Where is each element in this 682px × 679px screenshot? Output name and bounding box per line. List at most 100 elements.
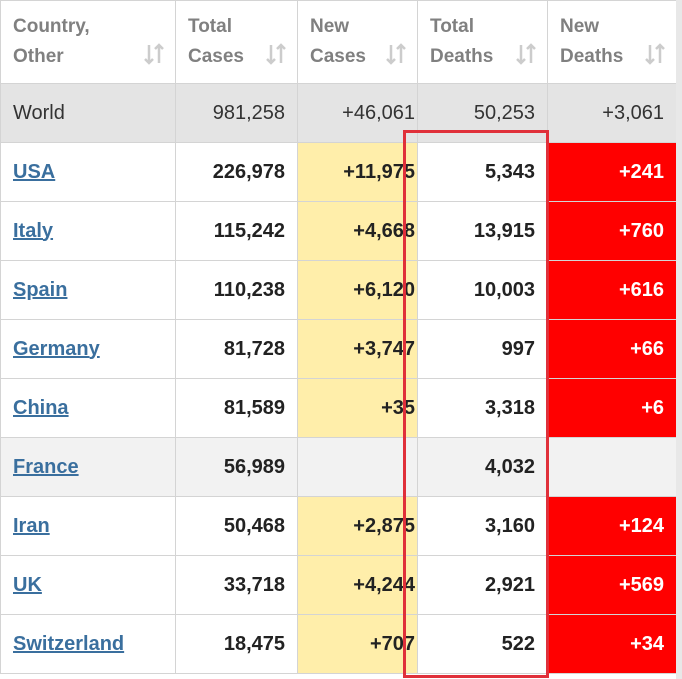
table-row: Germany 81,728 +3,747 997 +66 [0, 319, 677, 379]
cell-text: 997 [501, 337, 535, 360]
table-row: China 81,589 +35 3,318 +6 [0, 378, 677, 438]
cell-text: 13,915 [473, 219, 535, 242]
cell: World [0, 83, 176, 143]
table-row: USA 226,978 +11,975 5,343 +241 [0, 142, 677, 202]
cell-text: 3,318 [484, 396, 535, 419]
sort-icon[interactable] [644, 43, 666, 65]
cell: +66 [547, 319, 677, 379]
cell-text: +2,875 [353, 514, 415, 537]
cell-text: +66 [630, 337, 664, 360]
cell-text: 50,253 [473, 101, 535, 124]
cell: 13,915 [417, 201, 548, 261]
cell: +3,061 [547, 83, 677, 143]
cell: 115,242 [175, 201, 298, 261]
table-body: World 981,258 +46,061 50,253 +3,061 USA 226,97… [0, 83, 677, 674]
cell-text: +46,061 [342, 101, 415, 124]
cell: 18,475 [175, 614, 298, 674]
country-link[interactable]: UK [13, 573, 42, 596]
cell-text: 226,978 [212, 160, 285, 183]
cell-text: +4,668 [353, 219, 415, 242]
column-header[interactable]: Total Cases [175, 0, 298, 84]
cell: 33,718 [175, 555, 298, 615]
sort-icon[interactable] [515, 43, 537, 65]
cell: 981,258 [175, 83, 298, 143]
country-link[interactable]: Germany [13, 337, 100, 360]
country-link[interactable]: Spain [13, 278, 68, 301]
cell-text: 2,921 [484, 573, 535, 596]
cell-text: 981,258 [212, 101, 285, 124]
sort-icon[interactable] [143, 43, 165, 65]
country-link[interactable]: France [13, 455, 79, 478]
country-link[interactable]: Switzerland [13, 632, 125, 655]
cell: +760 [547, 201, 677, 261]
column-header-text: Total Deaths [430, 16, 494, 67]
cell: +241 [547, 142, 677, 202]
column-header[interactable]: New Deaths [547, 0, 677, 84]
cell-text: 81,728 [223, 337, 285, 360]
cell: +11,975 [297, 142, 418, 202]
cell-text: +3,747 [353, 337, 415, 360]
cell: +3,747 [297, 319, 418, 379]
cell-text: 115,242 [213, 219, 285, 242]
country-link[interactable]: USA [13, 160, 56, 183]
table-row: France 56,989 4,032 [0, 437, 677, 497]
cell-text: +569 [618, 573, 664, 596]
cell-text: +4,244 [353, 573, 415, 596]
header-row: Country, Other Total Cases New Cases Total … [0, 0, 677, 84]
cell [547, 437, 677, 497]
country-link[interactable]: China [13, 396, 69, 419]
table-row: Iran 50,468 +2,875 3,160 +124 [0, 496, 677, 556]
cell: 10,003 [417, 260, 548, 320]
cell-text: 50,468 [223, 514, 285, 537]
cell: 2,921 [417, 555, 548, 615]
table-row: UK 33,718 +4,244 2,921 +569 [0, 555, 677, 615]
cell: 110,238 [175, 260, 298, 320]
cell-text: 81,589 [223, 396, 285, 419]
cell: +35 [297, 378, 418, 438]
cell-text: +6 [641, 396, 664, 419]
cell-text: +6,120 [353, 278, 415, 301]
sort-icon[interactable] [265, 43, 287, 65]
table-row: Spain 110,238 +6,120 10,003 +616 [0, 260, 677, 320]
cell-text: 522 [501, 632, 535, 655]
column-header-text: New Deaths [560, 16, 624, 67]
cell: +46,061 [297, 83, 418, 143]
cell: China [0, 378, 176, 438]
cell-text: +241 [618, 160, 664, 183]
cell: Italy [0, 201, 176, 261]
column-header[interactable]: New Cases [297, 0, 418, 84]
cell: +34 [547, 614, 677, 674]
cell-text: 56,989 [223, 455, 285, 478]
column-header[interactable]: Country, Other [0, 0, 176, 84]
column-header-text: Country, Other [13, 16, 90, 67]
sort-icon[interactable] [385, 43, 407, 65]
cell: 56,989 [175, 437, 298, 497]
cell: 3,318 [417, 378, 548, 438]
cell: +707 [297, 614, 418, 674]
cell-text: +3,061 [602, 101, 664, 124]
country-link[interactable]: Iran [13, 514, 50, 537]
table-row: Italy 115,242 +4,668 13,915 +760 [0, 201, 677, 261]
cell: +2,875 [297, 496, 418, 556]
cell [297, 437, 418, 497]
column-header-text: Total Cases [188, 16, 244, 67]
cell: 81,728 [175, 319, 298, 379]
cell-text: 5,343 [484, 160, 535, 183]
cell: 81,589 [175, 378, 298, 438]
table-row: Switzerland 18,475 +707 522 +34 [0, 614, 677, 674]
cell-text: 4,032 [484, 455, 535, 478]
scroll-edge [676, 0, 682, 679]
cell-text: 110,238 [213, 278, 285, 301]
cell-text: 3,160 [484, 514, 535, 537]
cell-text: +760 [618, 219, 664, 242]
cell-text: +616 [618, 278, 664, 301]
cell: +4,244 [297, 555, 418, 615]
cell-text: 33,718 [223, 573, 285, 596]
column-header-text: New Cases [310, 16, 366, 67]
cell: 226,978 [175, 142, 298, 202]
column-header[interactable]: Total Deaths [417, 0, 548, 84]
cell: USA [0, 142, 176, 202]
country-link[interactable]: Italy [13, 219, 54, 242]
